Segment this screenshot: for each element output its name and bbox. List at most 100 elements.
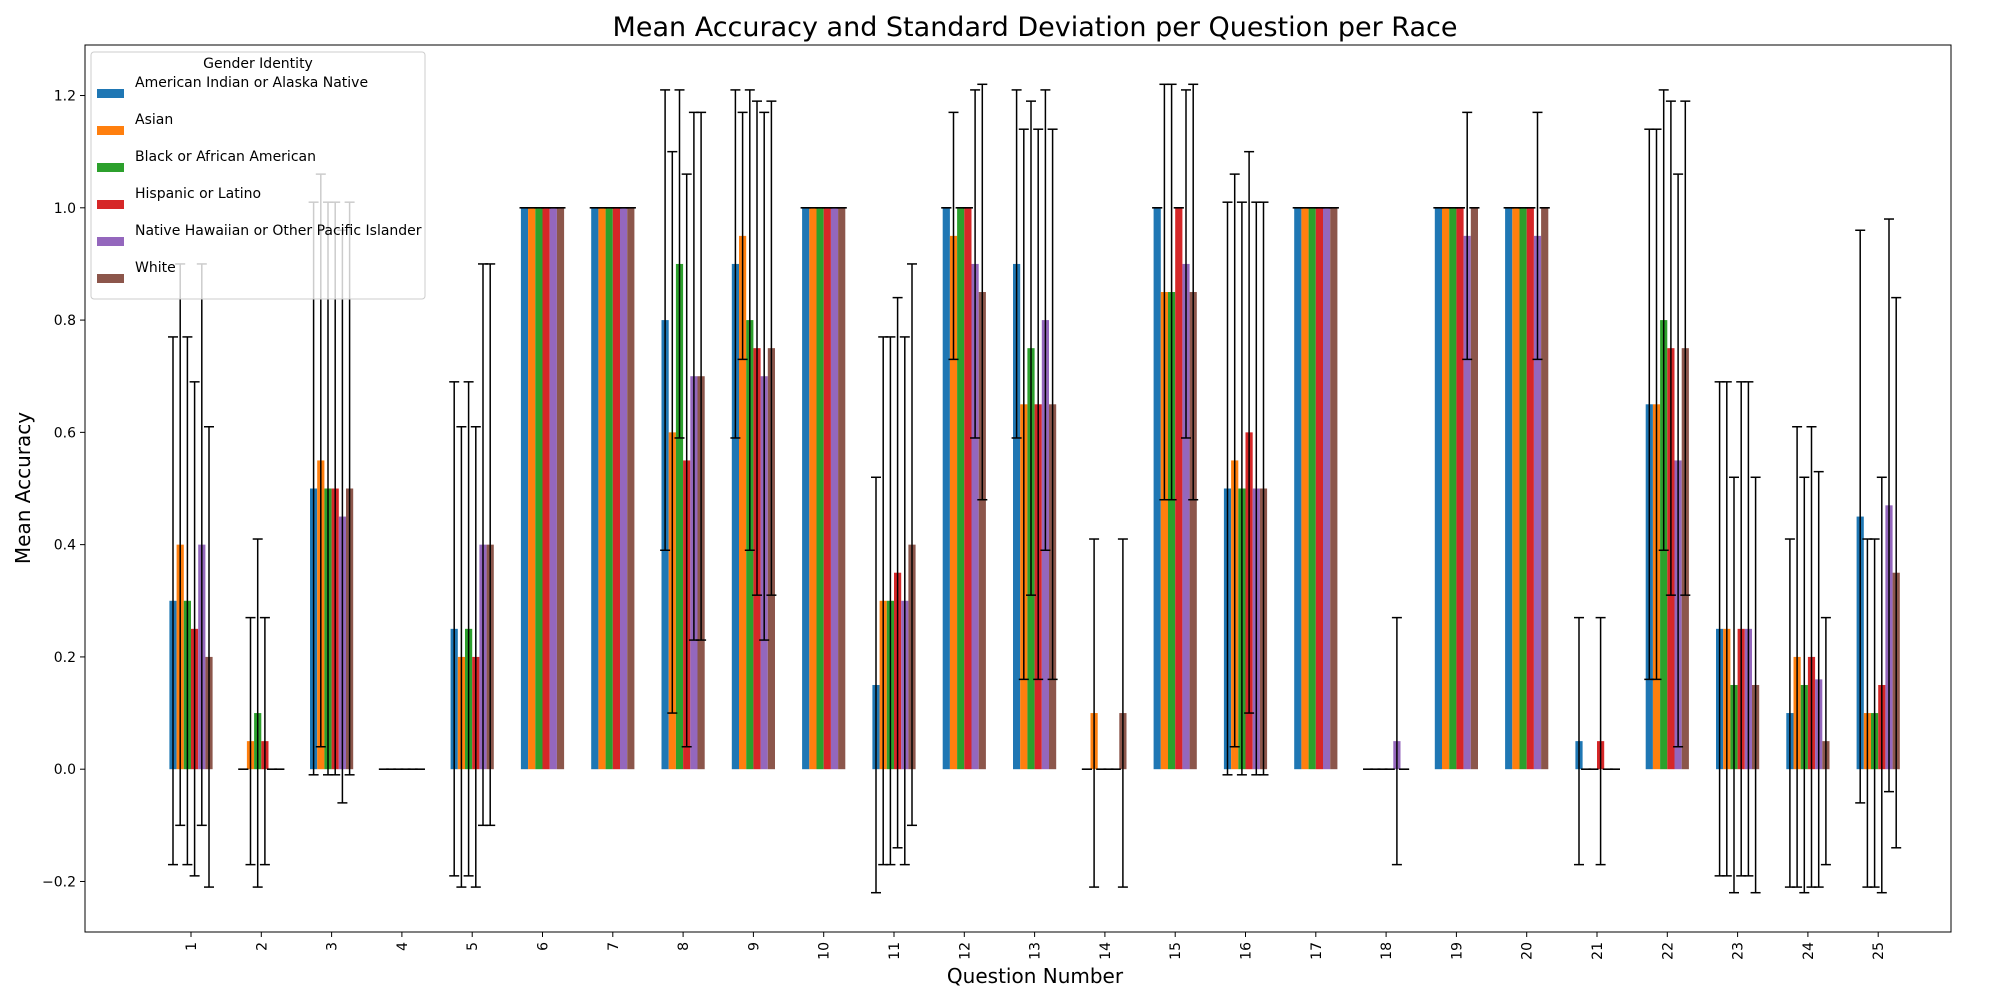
bar	[942, 207, 950, 770]
x-tick-label: 15	[1168, 942, 1184, 960]
x-tick-label: 11	[887, 942, 903, 960]
bar	[1434, 207, 1442, 770]
bar	[542, 207, 550, 770]
bar	[816, 207, 824, 770]
bar	[620, 207, 628, 770]
legend-swatch	[97, 89, 124, 98]
legend-label: Asian	[135, 112, 173, 128]
bar	[1182, 263, 1190, 770]
bar	[1160, 292, 1168, 770]
error-bar	[1813, 470, 1824, 888]
error-bar	[970, 89, 981, 439]
x-tick-label: 6	[536, 942, 552, 951]
error-bar	[899, 336, 910, 866]
bar	[1512, 207, 1520, 770]
bar	[675, 263, 684, 770]
error-bar	[449, 381, 460, 877]
error-bar	[1011, 89, 1022, 439]
error-bar	[1462, 111, 1473, 361]
error-bar	[1729, 476, 1739, 894]
bar	[802, 207, 810, 770]
error-bar	[730, 89, 741, 439]
error-bar	[1891, 296, 1902, 849]
error-bar	[696, 111, 707, 641]
error-bar	[1244, 150, 1255, 714]
bar	[528, 207, 536, 770]
bar	[1175, 207, 1183, 770]
y-axis-label: Mean Accuracy	[11, 412, 35, 564]
bar	[1526, 207, 1534, 770]
error-bar	[182, 336, 193, 866]
error-bar	[1188, 83, 1199, 501]
bar	[1301, 207, 1309, 770]
bar	[731, 263, 739, 770]
y-tick-label: 0.4	[54, 538, 76, 554]
error-bar	[1391, 616, 1402, 866]
legend-label: Black or African American	[135, 149, 316, 165]
x-tick-label: 16	[1239, 942, 1255, 960]
legend-title: Gender Identity	[203, 56, 313, 72]
x-axis-label: Question Number	[947, 964, 1124, 988]
bar	[830, 207, 839, 770]
error-bar	[252, 538, 263, 888]
error-bar	[1799, 476, 1810, 894]
y-tick-label: 0.2	[54, 650, 76, 666]
bar	[535, 207, 543, 770]
error-bar	[259, 616, 270, 866]
bar	[1470, 207, 1478, 770]
error-bar	[485, 263, 496, 827]
error-bar	[660, 89, 671, 552]
bar	[978, 292, 986, 770]
error-bar	[1869, 538, 1880, 888]
bar	[1323, 207, 1331, 770]
x-tick-label: 9	[746, 942, 762, 951]
legend-swatch	[97, 200, 124, 209]
legend-swatch	[97, 274, 124, 283]
bar	[1505, 207, 1513, 770]
error-bar	[1229, 173, 1240, 748]
error-bar	[1258, 201, 1269, 776]
x-tick-label: 21	[1590, 942, 1606, 960]
error-bar	[1532, 111, 1543, 361]
plot-area: −0.20.00.20.40.60.81.01.21 2 3 4 5 6 7 8 9 10 11 12…	[42, 83, 1902, 960]
chart-title: Mean Accuracy and Standard Deviation per…	[613, 12, 1458, 43]
x-tick-label: 25	[1871, 942, 1887, 960]
error-bar	[470, 425, 481, 888]
bar	[1153, 207, 1161, 770]
error-bar	[1047, 128, 1058, 681]
bar	[520, 207, 529, 770]
y-tick-label: 0.0	[54, 762, 76, 778]
bar	[1308, 207, 1316, 770]
bar	[1519, 207, 1527, 770]
error-bar	[1651, 128, 1662, 681]
bar	[1168, 292, 1176, 770]
legend-swatch	[97, 163, 124, 172]
y-tick-label: 1.2	[54, 89, 76, 105]
error-bar	[737, 111, 748, 361]
y-tick-label: −0.2	[42, 874, 76, 890]
bar	[549, 207, 557, 770]
bar	[949, 235, 958, 770]
plot-frame	[84, 44, 1952, 933]
bar	[1449, 207, 1457, 770]
x-tick-label: 17	[1309, 942, 1325, 960]
bar	[1456, 207, 1464, 770]
x-tick-label: 8	[676, 942, 692, 951]
error-bar	[1089, 538, 1100, 888]
error-bar	[456, 425, 467, 888]
error-bar	[1680, 100, 1691, 596]
error-bar	[1750, 476, 1761, 894]
error-bar	[948, 111, 959, 361]
error-bar	[1673, 173, 1684, 748]
error-bar	[1876, 476, 1887, 894]
bar	[605, 207, 613, 770]
x-tick-label: 12	[957, 942, 973, 960]
error-bar	[744, 89, 755, 552]
legend-swatch	[97, 126, 124, 135]
x-tick-label: 1	[184, 942, 200, 951]
bar	[809, 207, 817, 770]
error-bar	[667, 150, 678, 714]
bar	[556, 207, 565, 770]
bar	[1442, 207, 1450, 770]
